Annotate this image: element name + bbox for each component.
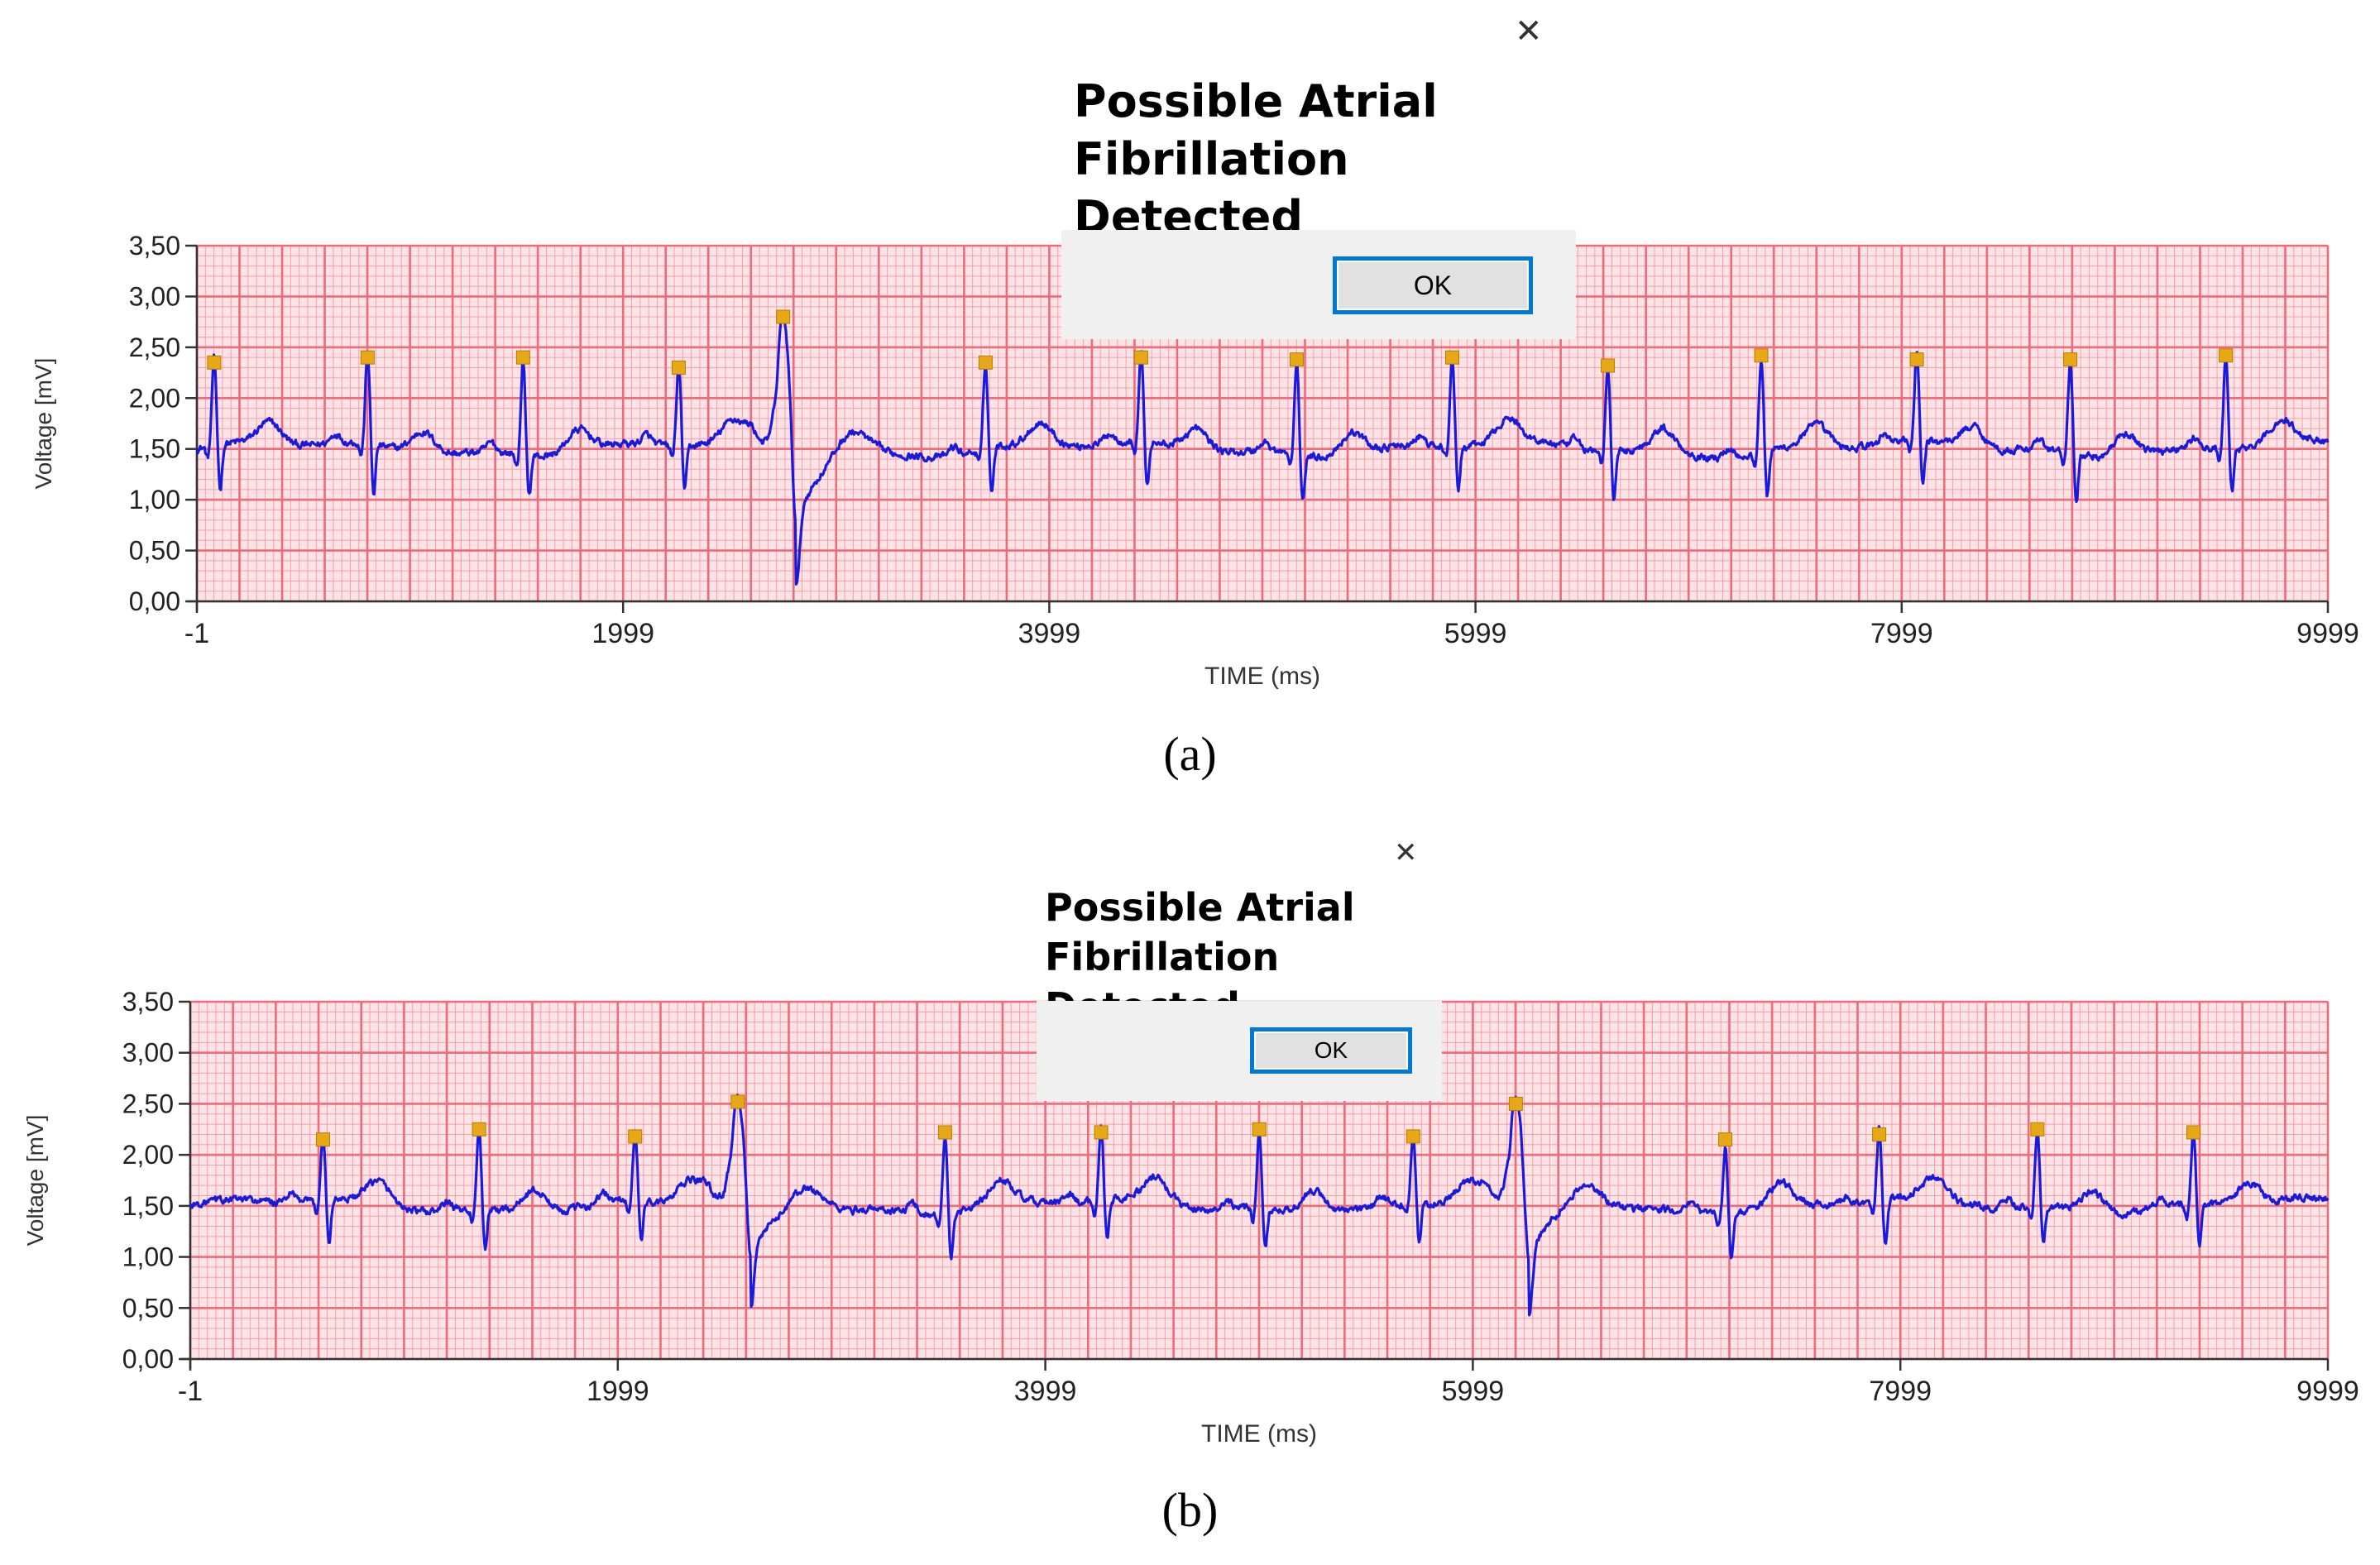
close-icon[interactable]: ✕	[1515, 12, 1543, 50]
r-peak-marker	[1289, 352, 1304, 367]
x-tick-label: -1	[184, 618, 209, 649]
y-tick-label: 0,50	[129, 536, 180, 566]
x-tick-label: 1999	[591, 618, 654, 649]
y-tick-label: 2,00	[122, 1140, 174, 1170]
y-tick-label: 0,50	[122, 1293, 174, 1323]
x-axis-title: TIME (ms)	[1204, 663, 1320, 690]
panel-a: 0,00 0,50 1,00 1,50 2,00 2,50 3,00 3,50 -1 1999 39…	[0, 0, 2380, 782]
y-tick-label: 1,00	[129, 485, 180, 514]
r-peak-marker	[515, 350, 530, 365]
r-peak-marker	[1508, 1096, 1523, 1111]
x-tick-label: 1999	[587, 1376, 649, 1407]
r-peak-marker	[2186, 1125, 2200, 1140]
ok-button[interactable]: OK	[1250, 1027, 1412, 1074]
close-icon[interactable]: ✕	[1394, 836, 1418, 869]
dialog-button-bar: OK	[1037, 1001, 1442, 1101]
y-tick-label: 2,00	[129, 383, 180, 413]
r-peak-marker	[730, 1094, 745, 1109]
r-peak-marker	[1252, 1122, 1267, 1137]
panel-b: 0,00 0,50 1,00 1,50 2,00 2,50 3,00 3,50 -1 1999 39…	[0, 782, 2380, 1565]
r-peak-marker	[360, 350, 375, 365]
y-tick-label: 1,50	[129, 434, 180, 464]
x-tick-label: 7999	[1870, 618, 1933, 649]
y-tick-label: 1,00	[122, 1242, 174, 1272]
x-axis-title: TIME (ms)	[1201, 1420, 1317, 1448]
y-tick-label: 0,00	[129, 586, 180, 616]
y-tick-label: 3,50	[129, 231, 180, 261]
y-tick-label: 3,50	[122, 987, 174, 1017]
x-tick-label: 9999	[2296, 618, 2359, 649]
r-peak-marker	[776, 309, 791, 324]
r-peak-marker	[1872, 1127, 1887, 1141]
x-tick-label: 5999	[1444, 618, 1507, 649]
r-peak-marker	[671, 360, 686, 375]
x-tick-label: 3999	[1018, 618, 1081, 649]
x-tick-label: 9999	[2296, 1376, 2359, 1407]
r-peak-marker	[978, 355, 993, 370]
r-peak-marker	[628, 1129, 643, 1144]
y-axis-title: Voltage [mV]	[22, 1115, 48, 1247]
y-tick-label: 2,50	[129, 333, 180, 362]
y-tick-label: 3,00	[129, 281, 180, 311]
r-peak-marker	[1094, 1125, 1109, 1140]
dialog-button-bar: OK	[1061, 230, 1576, 339]
r-peak-marker	[1133, 350, 1148, 365]
x-tick-label: 7999	[1869, 1376, 1932, 1407]
r-peak-marker	[2030, 1122, 2045, 1137]
r-peak-marker	[1445, 350, 1460, 365]
y-tick-label: 2,50	[122, 1089, 174, 1118]
r-peak-marker	[937, 1125, 952, 1140]
x-tick-label: 5999	[1442, 1376, 1505, 1407]
y-axis-title: Voltage [mV]	[31, 358, 56, 490]
alert-message: Possible Atrial Fibrillation Detected	[1074, 75, 1438, 244]
y-tick-label: 1,50	[122, 1191, 174, 1221]
r-peak-marker	[2219, 348, 2234, 363]
r-peak-marker	[1601, 358, 1616, 373]
r-peak-marker	[472, 1122, 486, 1137]
r-peak-marker	[315, 1132, 330, 1147]
caption-a: (a)	[1163, 727, 1217, 781]
y-tick-label: 3,00	[122, 1038, 174, 1068]
caption-b: (b)	[1161, 1483, 1219, 1537]
r-peak-marker	[2063, 352, 2078, 367]
x-tick-label: -1	[178, 1376, 203, 1407]
r-peak-marker	[207, 355, 222, 370]
alert-dialog-b: ✕ Possible Atrial Fibrillation Detected …	[1037, 782, 1458, 1101]
ok-button[interactable]: OK	[1333, 256, 1533, 314]
x-tick-label: 3999	[1014, 1376, 1077, 1407]
y-tick-label: 0,00	[122, 1344, 174, 1374]
r-peak-marker	[1909, 352, 1924, 367]
r-peak-marker	[1718, 1132, 1733, 1147]
r-peak-marker	[1754, 348, 1769, 363]
alert-dialog-a: ✕ Possible Atrial Fibrillation Detected …	[1061, 0, 1591, 339]
r-peak-marker	[1405, 1129, 1420, 1144]
ecg-series-line	[195, 314, 2330, 586]
